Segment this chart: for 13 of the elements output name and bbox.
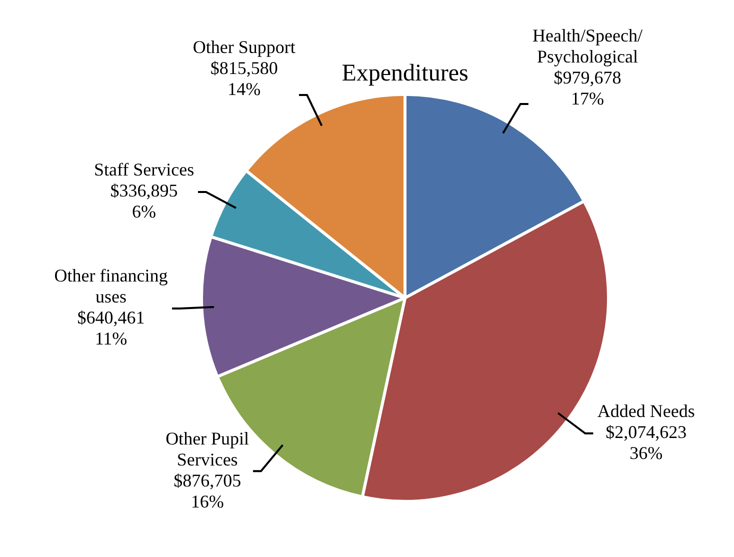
slice-label: Added Needs <box>597 400 695 421</box>
slice-label: Other Support <box>192 36 296 57</box>
data-label: $815,580 14% <box>210 58 278 99</box>
slice-label: Other financing uses <box>54 265 168 306</box>
slice-label: Staff Services <box>94 159 194 180</box>
data-label: $336,895 6% <box>110 180 178 222</box>
data-label: $2,074,623 36% <box>606 422 687 463</box>
data-label: $876,705 16% <box>174 470 242 512</box>
text: Expenditures <box>342 60 468 87</box>
slice-label: Health/Speech/Psychological <box>532 25 642 66</box>
slice-label: Other Pupil Services <box>166 428 250 470</box>
data-label: $979,678 17% <box>554 67 622 108</box>
data-label: $640,461 11% <box>77 307 145 348</box>
